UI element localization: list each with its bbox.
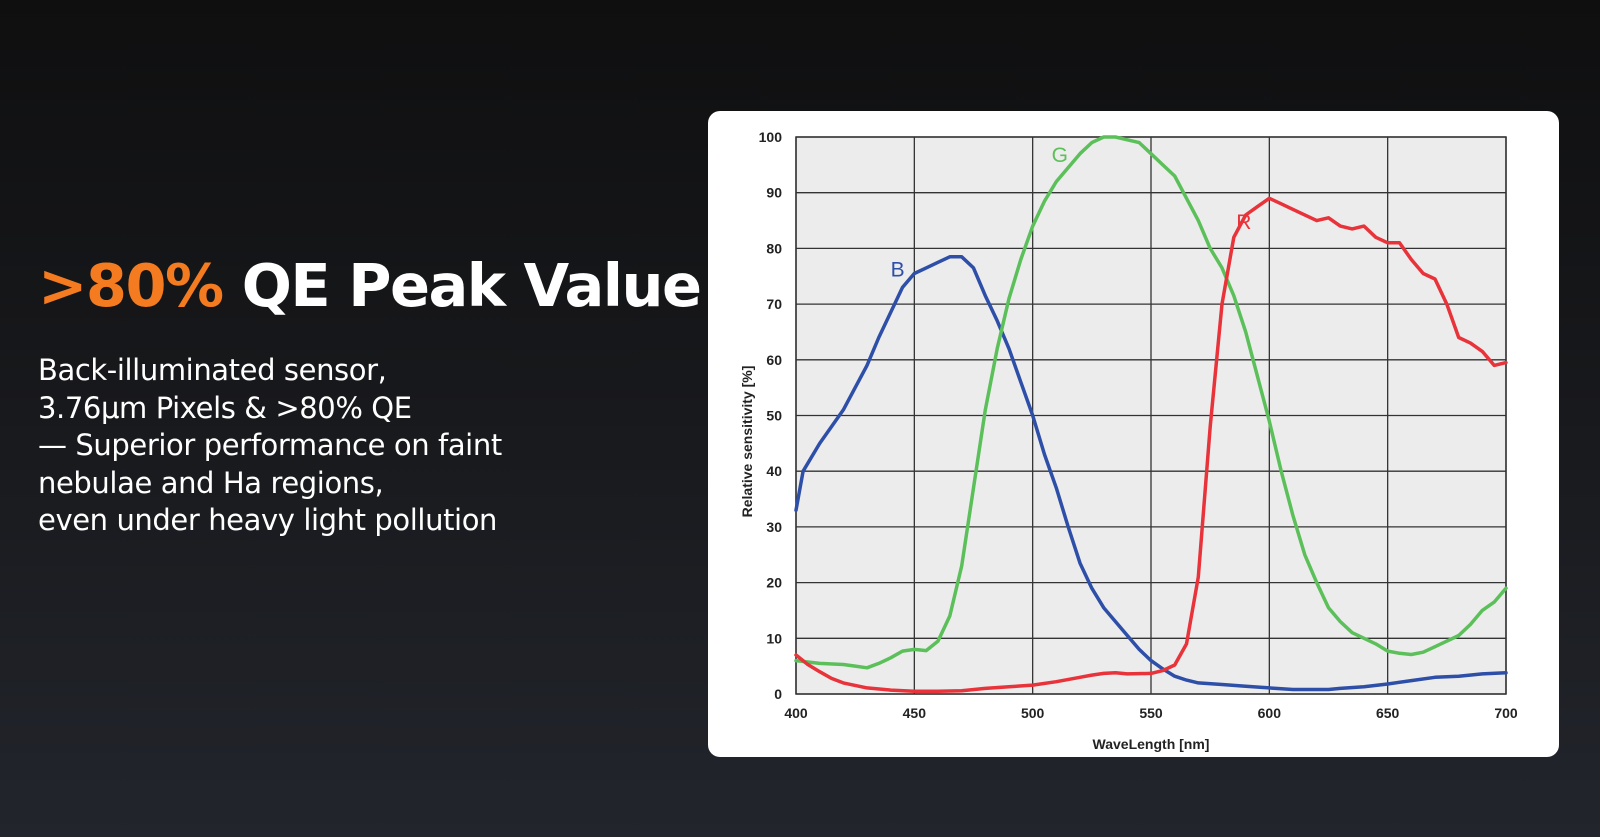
y-tick-label: 0 [774, 686, 782, 702]
x-tick-label: 550 [1139, 705, 1163, 721]
chart-card: 400 450 500 550 600 650 700 0 10 20 30 40 50 60 70 80 90… [708, 111, 1559, 757]
y-tick-label: 90 [766, 185, 782, 201]
y-tick-label: 30 [766, 519, 782, 535]
y-tick-label: 10 [766, 630, 782, 646]
y-tick-label: 20 [766, 575, 782, 591]
series-label-R: R [1236, 211, 1251, 234]
y-tick-label: 60 [766, 352, 782, 368]
headline-accent: >80% [38, 251, 224, 320]
x-tick-label: 650 [1376, 705, 1400, 721]
y-tick-label: 50 [766, 408, 782, 424]
x-tick-label: 500 [1021, 705, 1045, 721]
x-axis-title: WaveLength [nm] [1093, 736, 1210, 752]
y-tick-label: 70 [766, 296, 782, 312]
series-line-B [794, 255, 1508, 692]
x-tick-label: 450 [903, 705, 927, 721]
description-line: — Superior performance on faint [38, 428, 502, 462]
description-line: 3.76μm Pixels & >80% QE [38, 390, 412, 425]
headline-rest: QE Peak Value [222, 251, 702, 320]
y-axis-title: Relative sensitivity [%] [739, 366, 755, 518]
sensitivity-chart: 400 450 500 550 600 650 700 0 10 20 30 40 50 60 70 80 90… [739, 129, 1518, 752]
y-tick-label: 100 [759, 129, 783, 145]
y-tick-label: 40 [766, 463, 782, 479]
x-tick-label: 600 [1258, 705, 1282, 721]
description-line: Back-illuminated sensor, [38, 353, 387, 387]
description: Back-illuminated sensor, 3.76μm Pixels &… [38, 352, 638, 540]
series-label-G: G [1052, 144, 1068, 167]
x-tick-label: 400 [784, 705, 808, 721]
y-tick-label: 80 [766, 240, 782, 256]
series-line-G [794, 135, 1508, 670]
description-line: even under heavy light pollution [38, 503, 498, 537]
series-label-B: B [891, 258, 905, 281]
x-tick-label: 700 [1494, 705, 1518, 721]
plot-frame [795, 136, 1507, 695]
headline: >80% QE Peak Value [38, 251, 702, 320]
series-line-R [794, 196, 1508, 693]
description-line: nebulae and Ha regions, [38, 465, 384, 500]
